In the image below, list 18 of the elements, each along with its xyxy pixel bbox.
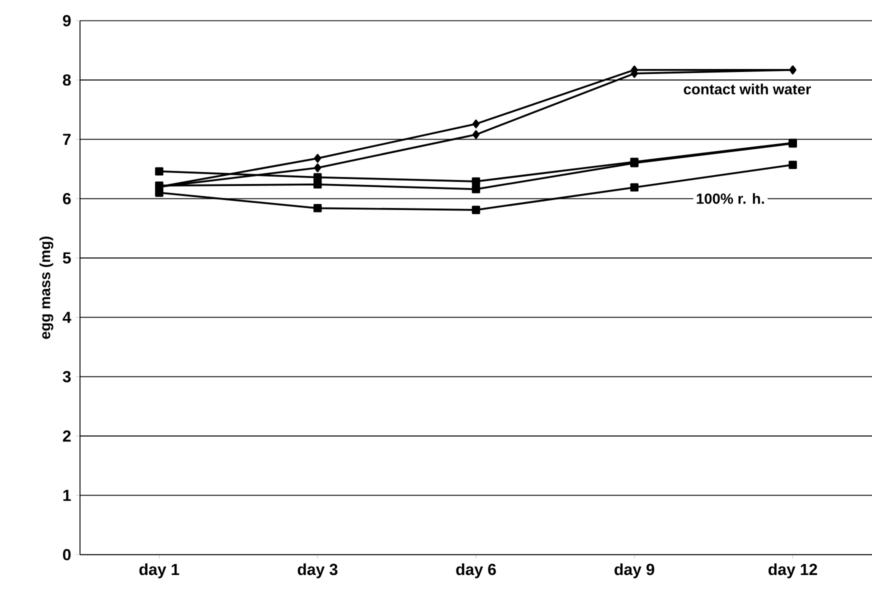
- y-tick-label: 4: [62, 312, 72, 323]
- y-tick-label: 0: [63, 549, 71, 560]
- y-tick-label: 1: [63, 490, 71, 501]
- y-tick-label: 5: [62, 252, 71, 264]
- y-tick-label: 2: [62, 430, 71, 442]
- y-tick-label: 9: [62, 15, 71, 26]
- y-tick-label: 3: [62, 371, 71, 383]
- x-tick-label: day 1: [139, 564, 180, 578]
- x-tick-label: day 6: [456, 564, 496, 578]
- x-tick-label: day 12: [768, 564, 818, 578]
- y-tick-label: 8: [62, 74, 71, 86]
- annotation: contact with water: [684, 84, 811, 95]
- y-tick-label: 6: [62, 193, 71, 204]
- x-tick-label: day 9: [614, 564, 654, 578]
- annotation: 100% r. h.: [696, 193, 764, 204]
- y-axis-title: egg mass (mg): [40, 236, 54, 340]
- x-tick-label: day 3: [298, 564, 338, 578]
- y-tick-label: 7: [63, 134, 71, 146]
